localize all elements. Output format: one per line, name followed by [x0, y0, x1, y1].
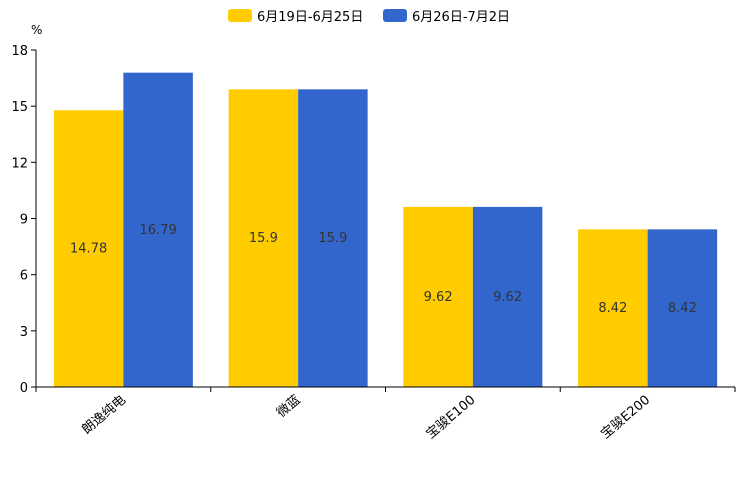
y-tick-label: 12 — [11, 156, 28, 171]
legend-swatch — [383, 9, 407, 22]
bar — [578, 229, 648, 387]
legend-label: 6月26日-7月2日 — [412, 10, 510, 25]
y-tick-label: 3 — [20, 325, 28, 340]
bar — [403, 206, 473, 387]
y-axis: 0 3 6 9 12 15 18 — [11, 44, 37, 396]
y-tick-label: 6 — [20, 269, 28, 284]
x-category-label: 宝骏E100 — [424, 393, 479, 442]
bar — [53, 110, 124, 387]
bar — [228, 89, 299, 388]
bar-value-label: 9.62 — [424, 290, 453, 305]
legend: 6月19日-6月25日 6月26日-7月2日 — [228, 9, 510, 25]
legend-label: 6月19日-6月25日 — [257, 10, 363, 25]
x-category-label: 朗逸纯电 — [79, 393, 128, 438]
y-tick-label: 15 — [11, 100, 28, 115]
bar — [472, 206, 543, 387]
bar-value-label: 15.9 — [318, 231, 347, 246]
bar-value-label: 8.42 — [668, 301, 697, 316]
x-category-label: 宝骏E200 — [598, 393, 653, 442]
legend-swatch — [228, 9, 252, 22]
y-tick-label: 0 — [20, 381, 28, 396]
x-category-label: 微蓝 — [274, 393, 304, 421]
y-tick-label: 18 — [11, 44, 28, 59]
bar-value-label: 15.9 — [249, 231, 278, 246]
x-axis: 朗逸纯电 微蓝 宝骏E100 宝骏E200 — [35, 386, 736, 442]
bars: 14.78 16.79 15.9 15.9 9.62 9.62 8.42 8.42 — [53, 72, 718, 388]
bar — [123, 72, 193, 387]
bar-value-label: 16.79 — [140, 223, 177, 238]
bar-value-label: 9.62 — [493, 290, 522, 305]
bar — [298, 89, 368, 388]
bar-value-label: 8.42 — [598, 301, 627, 316]
y-tick-label: 9 — [20, 213, 28, 228]
bar — [647, 229, 718, 387]
bar-value-label: 14.78 — [70, 242, 107, 257]
y-axis-unit: % — [31, 23, 42, 37]
